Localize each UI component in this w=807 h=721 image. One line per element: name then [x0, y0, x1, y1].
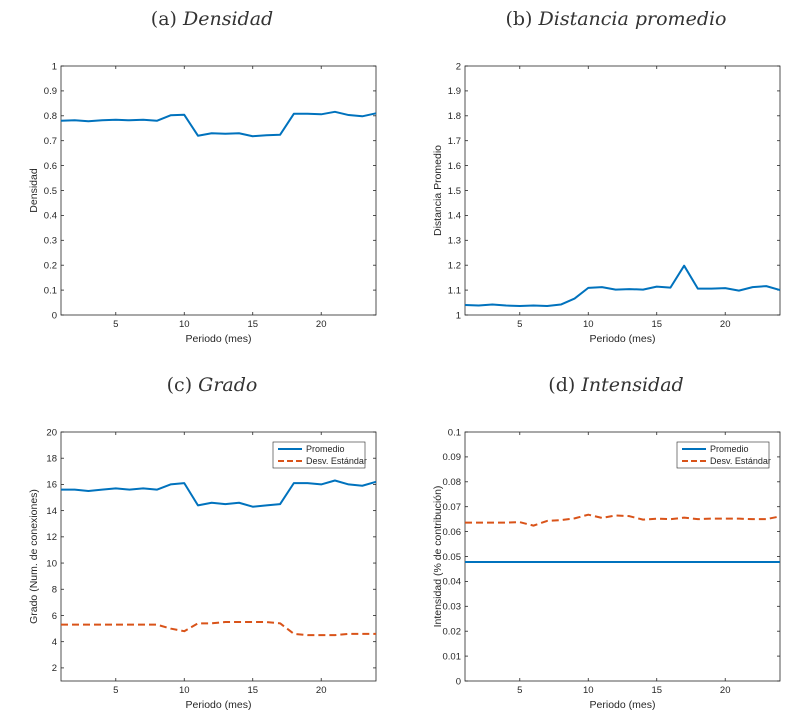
chart-title: (b) Distancia promedio — [505, 8, 726, 30]
legend-label: Desv. Estándar — [306, 456, 367, 466]
y-tick-label: 0.01 — [443, 651, 462, 662]
y-tick-label: 1.7 — [448, 136, 461, 147]
y-tick-label: 4 — [52, 637, 57, 648]
x-axis-label: Periodo (mes) — [590, 333, 656, 345]
y-tick-label: 0.09 — [443, 452, 462, 463]
chart-title: (d) Intensidad — [548, 374, 683, 396]
y-tick-label: 1.9 — [448, 86, 461, 97]
series-line-1 — [60, 110, 377, 138]
y-axis-label: Grado (Num. de conexiones) — [28, 489, 40, 624]
series-line-2 — [61, 621, 376, 637]
x-tick-label: 5 — [113, 685, 118, 696]
y-tick-label: 0.05 — [443, 552, 462, 563]
x-tick-label: 20 — [720, 685, 731, 696]
x-tick-label: 10 — [179, 685, 190, 696]
y-tick-label: 10 — [46, 558, 57, 569]
y-tick-label: 1 — [456, 310, 461, 321]
y-tick-label: 0.06 — [443, 527, 462, 538]
x-tick-label: 10 — [583, 685, 594, 696]
chart-panel-1: (a) Densidad 5 10 15 20 0 0.1 0.2 0.3 0.4 0.5 0.6 0.… — [28, 8, 377, 345]
legend-label: Promedio — [710, 444, 749, 454]
y-tick-label: 8 — [52, 585, 57, 596]
legend-label: Desv. Estándar — [710, 456, 771, 466]
x-tick-label: 10 — [179, 319, 190, 330]
panel-title: Densidad — [182, 8, 273, 30]
panel-label: (d) — [548, 374, 575, 396]
y-axis-label: Distancia Promedio — [432, 145, 444, 236]
y-tick-label: 0.1 — [44, 285, 57, 296]
y-tick-label: 0.3 — [44, 236, 57, 247]
panel-label: (a) — [151, 8, 177, 30]
panel-title: Grado — [198, 374, 257, 396]
y-axis-label: Intensidad (% de contribución) — [432, 486, 444, 628]
y-tick-label: 12 — [46, 532, 57, 543]
chart-panel-2: (b) Distancia promedio 5 10 15 20 1 1.1 1.2 1.3 1… — [432, 8, 781, 345]
chart-title: (a) Densidad — [151, 8, 273, 30]
y-tick-label: 6 — [52, 611, 57, 622]
series-line-2 — [465, 513, 781, 527]
axes-box — [464, 431, 781, 682]
series-line-1 — [464, 264, 781, 308]
axes-box — [60, 431, 377, 682]
y-axis-label: Densidad — [28, 168, 40, 213]
x-axis-label: Periodo (mes) — [186, 699, 252, 711]
y-tick-label: 0.7 — [44, 136, 57, 147]
x-tick-label: 15 — [247, 685, 258, 696]
y-tick-label: 20 — [46, 427, 57, 438]
y-tick-label: 0.07 — [443, 502, 462, 513]
y-tick-label: 0.03 — [443, 602, 462, 613]
x-tick-label: 5 — [113, 319, 118, 330]
x-axis-label: Periodo (mes) — [590, 699, 656, 711]
x-tick-label: 15 — [651, 319, 662, 330]
y-tick-label: 0 — [456, 676, 461, 687]
legend-label: Promedio — [306, 444, 345, 454]
chart-panel-3: (c) Grado 5 10 15 20 2 4 6 8 10 12 14 16 18 20 Periodo … — [28, 374, 377, 711]
y-tick-label: 0.5 — [44, 186, 57, 197]
x-axis-label: Periodo (mes) — [186, 333, 252, 345]
x-tick-label: 5 — [517, 319, 522, 330]
y-tick-label: 0.9 — [44, 86, 57, 97]
y-tick-label: 1.1 — [448, 285, 461, 296]
y-tick-label: 2 — [456, 61, 461, 72]
x-tick-label: 5 — [517, 685, 522, 696]
y-tick-label: 1.5 — [448, 186, 461, 197]
y-tick-label: 0.4 — [44, 211, 57, 222]
y-tick-label: 2 — [52, 663, 57, 674]
legend-box — [272, 441, 366, 469]
axes-box — [60, 65, 377, 316]
y-tick-label: 1.8 — [448, 111, 461, 122]
y-tick-label: 0.8 — [44, 111, 57, 122]
panel-label: (b) — [505, 8, 532, 30]
y-tick-label: 1.6 — [448, 161, 461, 172]
legend-box — [676, 441, 770, 469]
x-tick-label: 15 — [247, 319, 258, 330]
x-tick-label: 20 — [316, 685, 327, 696]
chart-title: (c) Grado — [167, 374, 258, 396]
y-tick-label: 16 — [46, 480, 57, 491]
panel-label: (c) — [167, 374, 192, 396]
y-tick-label: 0.02 — [443, 627, 462, 638]
axes-box — [464, 65, 781, 316]
x-tick-label: 10 — [583, 319, 594, 330]
y-tick-label: 0.6 — [44, 161, 57, 172]
x-tick-label: 15 — [651, 685, 662, 696]
y-tick-label: 1.3 — [448, 236, 461, 247]
panel-title: Distancia promedio — [538, 8, 727, 30]
y-tick-label: 1 — [52, 61, 57, 72]
y-tick-label: 0 — [52, 310, 57, 321]
y-tick-label: 14 — [46, 506, 57, 517]
y-tick-label: 18 — [46, 454, 57, 465]
y-tick-label: 0.2 — [44, 261, 57, 272]
x-tick-label: 20 — [720, 319, 731, 330]
y-tick-label: 0.04 — [443, 577, 462, 588]
y-tick-label: 1.2 — [448, 261, 461, 272]
x-tick-label: 20 — [316, 319, 327, 330]
y-tick-label: 0.1 — [448, 427, 461, 438]
panel-title: Intensidad — [580, 374, 683, 396]
series-line-1 — [61, 479, 377, 508]
y-tick-label: 1.4 — [448, 211, 461, 222]
chart-panel-4: (d) Intensidad 5 10 15 20 0 0.01 0.02 0.03 0.04 0.… — [432, 374, 781, 711]
y-tick-label: 0.08 — [443, 477, 462, 488]
